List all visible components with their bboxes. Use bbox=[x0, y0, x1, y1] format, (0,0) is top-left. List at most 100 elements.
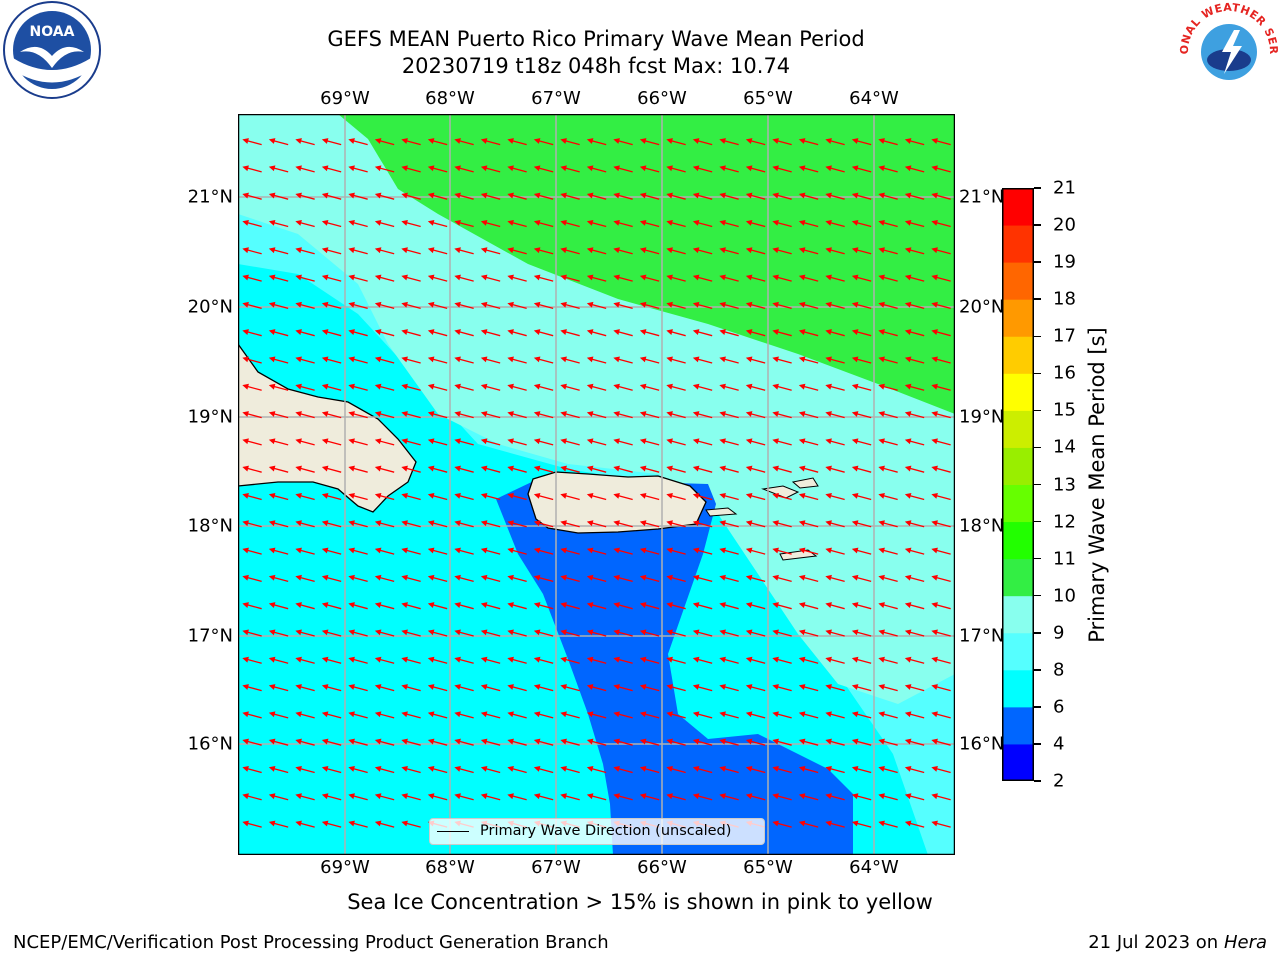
lon-tick-label-bottom: 69°W bbox=[320, 857, 370, 878]
wave-arrow bbox=[533, 629, 554, 637]
wave-arrow bbox=[931, 711, 951, 719]
wave-arrow bbox=[480, 301, 501, 310]
lon-tick-label-bottom: 65°W bbox=[743, 857, 793, 878]
wave-arrow bbox=[348, 793, 368, 801]
wave-arrow bbox=[586, 356, 607, 364]
wave-arrow bbox=[348, 383, 368, 391]
wave-arrow bbox=[851, 138, 872, 146]
wave-arrow bbox=[878, 547, 898, 555]
wave-arrow bbox=[533, 138, 554, 146]
wave-arrow bbox=[321, 247, 342, 255]
colorbar-tick-mark bbox=[1034, 520, 1041, 523]
wave-arrow bbox=[295, 629, 315, 637]
wave-arrow bbox=[851, 165, 872, 173]
wave-arrow bbox=[639, 492, 660, 501]
wave-arrow bbox=[639, 738, 660, 746]
wave-arrow bbox=[798, 738, 819, 746]
wave-arrow bbox=[321, 438, 342, 446]
wave-arrow bbox=[374, 219, 395, 228]
wave-arrow bbox=[798, 602, 819, 610]
wave-arrow bbox=[904, 656, 925, 664]
wave-arrow bbox=[745, 547, 766, 555]
colorbar-segment bbox=[1002, 225, 1034, 263]
wave-arrow bbox=[374, 656, 395, 664]
wave-arrow bbox=[348, 492, 368, 501]
wave-arrow bbox=[295, 383, 315, 391]
colorbar-tick-label: 15 bbox=[1053, 399, 1076, 421]
wave-arrow bbox=[560, 356, 580, 364]
wave-arrow bbox=[719, 629, 739, 637]
wave-period-map bbox=[238, 114, 955, 855]
wave-arrow bbox=[427, 329, 448, 337]
wave-arrow bbox=[745, 438, 766, 446]
wave-arrow bbox=[348, 765, 368, 774]
wave-arrow bbox=[692, 165, 713, 173]
wave-arrow bbox=[242, 274, 262, 282]
wave-arrow bbox=[586, 793, 607, 801]
wave-arrow bbox=[533, 765, 554, 774]
wave-arrow bbox=[745, 602, 766, 610]
wave-arrow bbox=[427, 765, 448, 774]
wave-arrow bbox=[401, 219, 421, 228]
wave-arrow bbox=[639, 247, 660, 255]
wave-arrow bbox=[507, 411, 527, 419]
nws-logo: NATIONAL WEATHER SERVICE bbox=[1178, 0, 1280, 88]
lon-tick-label-bottom: 64°W bbox=[849, 857, 899, 878]
wave-arrow bbox=[507, 656, 527, 664]
wave-arrow bbox=[851, 820, 872, 828]
wave-arrow bbox=[454, 711, 474, 719]
wave-arrow bbox=[427, 574, 448, 583]
wave-arrow bbox=[931, 547, 951, 555]
wave-arrow bbox=[480, 356, 501, 364]
wave-arrow bbox=[666, 465, 686, 473]
wave-arrow bbox=[268, 274, 289, 282]
wave-arrow bbox=[851, 602, 872, 610]
wave-arrow bbox=[825, 820, 845, 828]
lon-tick-label-bottom: 68°W bbox=[425, 857, 475, 878]
wave-arrow bbox=[507, 329, 527, 337]
wave-arrow bbox=[268, 820, 289, 828]
wave-arrow bbox=[878, 247, 898, 255]
wave-arrow bbox=[931, 738, 951, 746]
wave-arrow bbox=[560, 165, 580, 173]
wave-arrow bbox=[268, 547, 289, 555]
wave-arrow bbox=[931, 793, 951, 801]
wave-arrow bbox=[268, 738, 289, 746]
wave-arrow bbox=[772, 274, 792, 282]
wave-arrow bbox=[480, 383, 501, 391]
wave-arrow bbox=[507, 547, 527, 555]
wave-arrow bbox=[401, 520, 421, 528]
wave-arrow bbox=[719, 192, 739, 200]
wave-arrow bbox=[348, 820, 368, 828]
wave-arrow bbox=[586, 656, 607, 664]
wave-arrow bbox=[613, 492, 633, 501]
wave-arrow bbox=[772, 301, 792, 310]
wave-arrow bbox=[348, 711, 368, 719]
wave-arrow bbox=[931, 274, 951, 282]
wave-arrow bbox=[321, 165, 342, 173]
wave-arrow bbox=[719, 793, 739, 801]
wave-arrow bbox=[639, 356, 660, 364]
lat-tick-label-right: 18°N bbox=[959, 515, 1005, 537]
wave-arrow bbox=[268, 684, 289, 692]
wave-arrow bbox=[533, 329, 554, 337]
wave-arrow bbox=[374, 465, 395, 473]
wave-arrow bbox=[348, 329, 368, 337]
wave-arrow bbox=[427, 629, 448, 637]
wave-arrow bbox=[242, 438, 262, 446]
wave-arrow bbox=[560, 793, 580, 801]
wave-arrow bbox=[268, 329, 289, 337]
wave-arrow bbox=[639, 383, 660, 391]
wave-arrow bbox=[851, 711, 872, 719]
colorbar-tick-label: 16 bbox=[1053, 362, 1076, 384]
colorbar-segment bbox=[1002, 484, 1034, 523]
wave-arrow bbox=[666, 629, 686, 637]
wave-arrow bbox=[401, 656, 421, 664]
wave-arrow bbox=[878, 492, 898, 501]
wave-arrow bbox=[613, 765, 633, 774]
colorbar-tick-label: 20 bbox=[1053, 214, 1076, 236]
wave-arrow bbox=[904, 465, 925, 473]
wave-arrow bbox=[931, 411, 951, 419]
wave-arrow bbox=[427, 465, 448, 473]
wave-arrow bbox=[242, 165, 262, 173]
